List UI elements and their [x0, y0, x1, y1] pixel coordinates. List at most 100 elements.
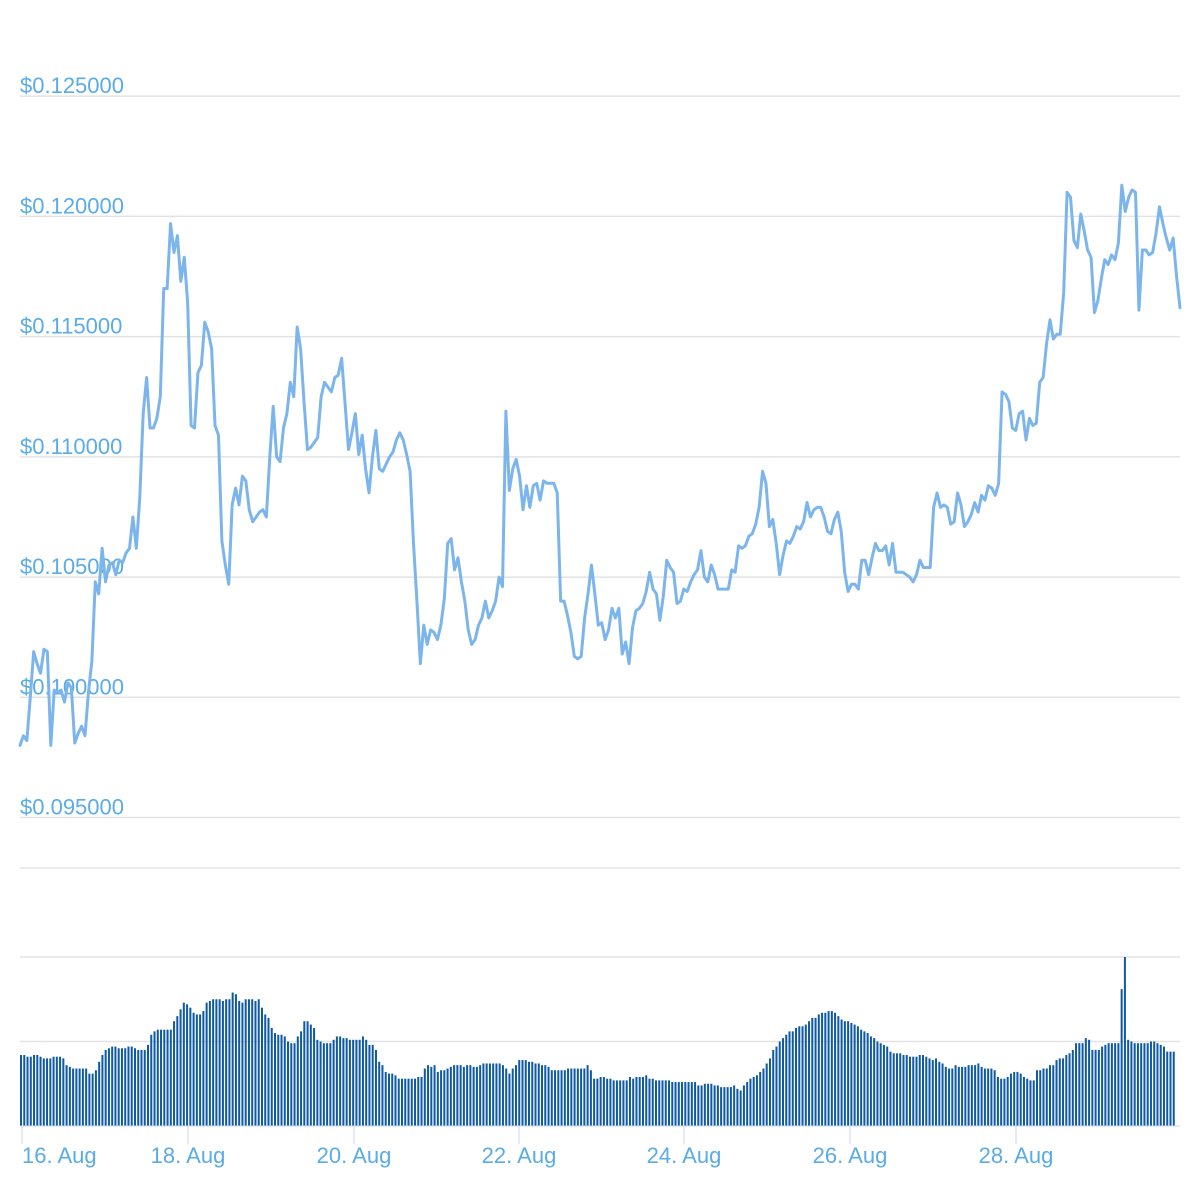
volume-bar — [1091, 1049, 1094, 1126]
volume-bar — [107, 1048, 110, 1126]
volume-bar — [1026, 1078, 1029, 1126]
volume-bar — [547, 1066, 550, 1126]
volume-bar — [524, 1060, 527, 1126]
volume-bar — [241, 1002, 244, 1126]
volume-bar — [488, 1063, 491, 1126]
volume-bar — [462, 1066, 465, 1126]
volume-bar — [1032, 1080, 1035, 1126]
volume-bar — [1117, 1043, 1120, 1126]
volume-bar — [1156, 1043, 1159, 1126]
volume-bar — [254, 1000, 257, 1126]
volume-bar — [1071, 1049, 1074, 1126]
volume-bar — [303, 1021, 306, 1126]
volume-bar — [1000, 1078, 1003, 1126]
volume-bar — [225, 999, 228, 1126]
volume-bar — [475, 1066, 478, 1126]
volume-bar — [850, 1022, 853, 1126]
volume-bar — [472, 1066, 475, 1126]
volume-bar — [563, 1070, 566, 1126]
volume-bar — [925, 1056, 928, 1126]
volume-bar — [29, 1056, 32, 1126]
volume-bar — [612, 1080, 615, 1126]
volume-bar — [840, 1019, 843, 1126]
volume-bar — [1019, 1073, 1022, 1126]
volume-bar — [192, 1012, 195, 1126]
x-axis-ticks: 16. Aug 18. Aug 20. Aug 22. Aug 24. Aug 26. A… — [21, 1126, 1054, 1168]
volume-bar — [918, 1055, 921, 1126]
volume-bar — [436, 1071, 439, 1126]
volume-bar — [111, 1046, 114, 1126]
volume-bar — [485, 1063, 488, 1126]
volume-bar — [948, 1068, 951, 1126]
volume-bar — [1146, 1043, 1149, 1126]
volume-bar — [671, 1082, 674, 1126]
volume-bar — [609, 1078, 612, 1126]
volume-bar — [1081, 1043, 1084, 1126]
volume-bar — [795, 1027, 798, 1126]
price-y-tick-label: $0.095000 — [20, 795, 124, 820]
volume-bar — [335, 1036, 338, 1126]
volume-bar — [928, 1058, 931, 1126]
volume-bar — [394, 1075, 397, 1126]
volume-bar — [1016, 1071, 1019, 1126]
volume-bar — [876, 1041, 879, 1126]
volume-bar — [42, 1058, 45, 1126]
volume-bar — [1166, 1051, 1169, 1126]
volume-bar — [300, 1031, 303, 1126]
volume-bar — [1123, 957, 1126, 1126]
volume-bar — [755, 1075, 758, 1126]
volume-bar — [208, 1000, 211, 1126]
volume-bar — [1104, 1044, 1107, 1126]
volume-bar — [915, 1056, 918, 1126]
volume-bar — [690, 1082, 693, 1126]
volume-bar — [511, 1068, 514, 1126]
volume-bar — [1110, 1043, 1113, 1126]
volume-bar — [1068, 1053, 1071, 1126]
volume-bar — [993, 1070, 996, 1126]
volume-bar — [586, 1065, 589, 1126]
volume-bar — [114, 1046, 117, 1126]
volume-bar — [59, 1056, 62, 1126]
volume-bar — [654, 1080, 658, 1126]
volume-bar — [400, 1078, 404, 1126]
volume-bar — [964, 1066, 967, 1126]
volume-bar — [85, 1068, 88, 1126]
x-tick-label: 22. Aug — [482, 1143, 557, 1168]
volume-bar — [407, 1078, 410, 1126]
price-y-tick-label: $0.125000 — [20, 73, 124, 98]
volume-bar — [899, 1053, 902, 1126]
volume-bar — [221, 1000, 224, 1126]
volume-bar — [560, 1070, 563, 1126]
volume-bar — [368, 1044, 371, 1126]
volume-bar — [91, 1073, 94, 1126]
volume-bar — [944, 1066, 947, 1126]
volume-bar — [645, 1075, 648, 1126]
volume-bar — [153, 1031, 156, 1126]
volume-bar — [967, 1065, 970, 1126]
volume-bar — [961, 1066, 964, 1126]
x-tick-label: 28. Aug — [979, 1143, 1054, 1168]
volume-bar — [228, 999, 231, 1126]
volume-bar — [742, 1085, 745, 1126]
volume-bar — [469, 1065, 472, 1126]
volume-bar — [456, 1065, 459, 1126]
volume-bar — [1169, 1051, 1172, 1126]
volume-bar — [1114, 1043, 1117, 1126]
volume-bar — [1078, 1043, 1081, 1126]
volume-bar — [381, 1065, 384, 1126]
volume-bar — [615, 1080, 618, 1126]
volume-bar — [570, 1068, 573, 1126]
volume-bar — [358, 1039, 361, 1126]
volume-bar — [260, 1007, 263, 1126]
volume-bar — [163, 1029, 166, 1126]
volume-bar — [606, 1078, 609, 1126]
volume-bar — [117, 1048, 120, 1126]
volume-bar — [182, 1002, 185, 1126]
volume-bar — [1172, 1051, 1175, 1126]
volume-bar — [387, 1073, 390, 1126]
volume-bar — [974, 1065, 977, 1126]
volume-bar — [205, 1002, 208, 1126]
volume-bar — [1127, 1039, 1130, 1126]
volume-bar — [417, 1076, 420, 1126]
volume-bar — [710, 1083, 713, 1126]
